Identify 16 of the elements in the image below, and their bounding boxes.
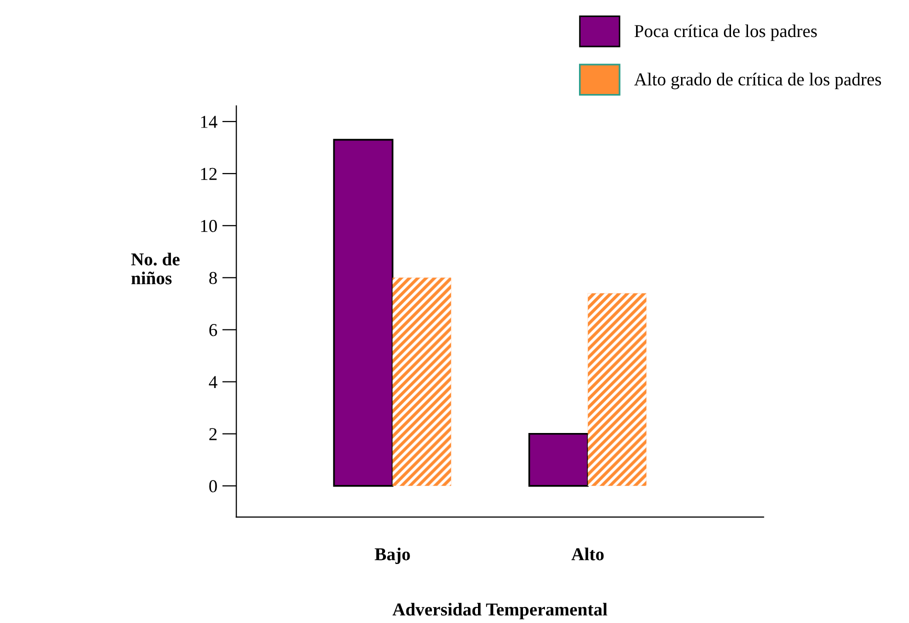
legend-label: Poca crítica de los padres: [634, 24, 817, 41]
y-tick-label: 14: [201, 116, 218, 128]
x-tick-label: Alto: [571, 548, 604, 560]
y-tick-label: 4: [208, 376, 218, 388]
y-tick-label: 2: [209, 428, 217, 440]
legend-label: Alto grado de crítica de los padres: [634, 72, 882, 90]
y-tick-label: 8: [209, 272, 217, 284]
bar: [333, 138, 394, 487]
x-axis-title: Adversidad Temperamental: [392, 602, 608, 620]
y-tick-label: 6: [209, 324, 218, 336]
x-tick-label: Bajo: [374, 548, 410, 564]
y-tick-label: 0: [209, 480, 217, 492]
y-tick-label: 12: [201, 168, 217, 180]
y-axis-title: No. de niños: [131, 252, 180, 284]
y-tick-label: 10: [201, 220, 217, 232]
bar: [528, 432, 589, 487]
